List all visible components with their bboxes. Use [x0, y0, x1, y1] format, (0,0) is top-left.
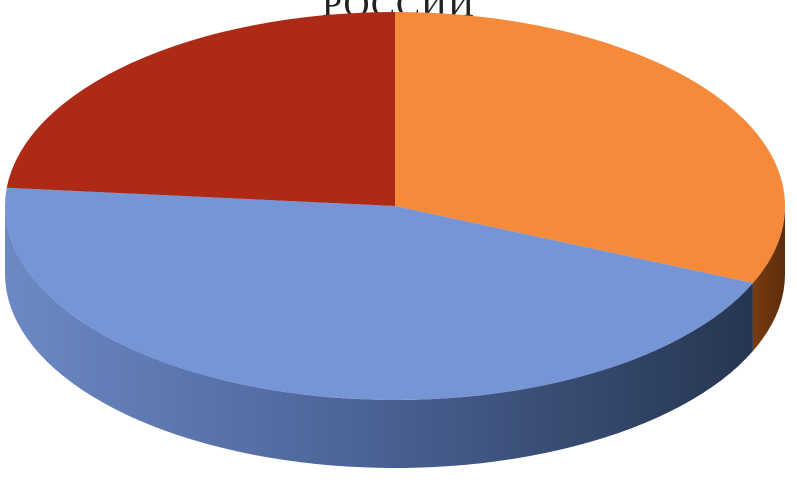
- pie-side-1: [752, 206, 785, 352]
- pie-sides: [5, 206, 785, 469]
- pie-tops: [4, 12, 786, 401]
- pie-slice-3: [6, 12, 395, 206]
- pie-slice-2: [4, 187, 753, 401]
- pie-slice-1: [395, 12, 786, 284]
- pie-side-2: [5, 206, 753, 469]
